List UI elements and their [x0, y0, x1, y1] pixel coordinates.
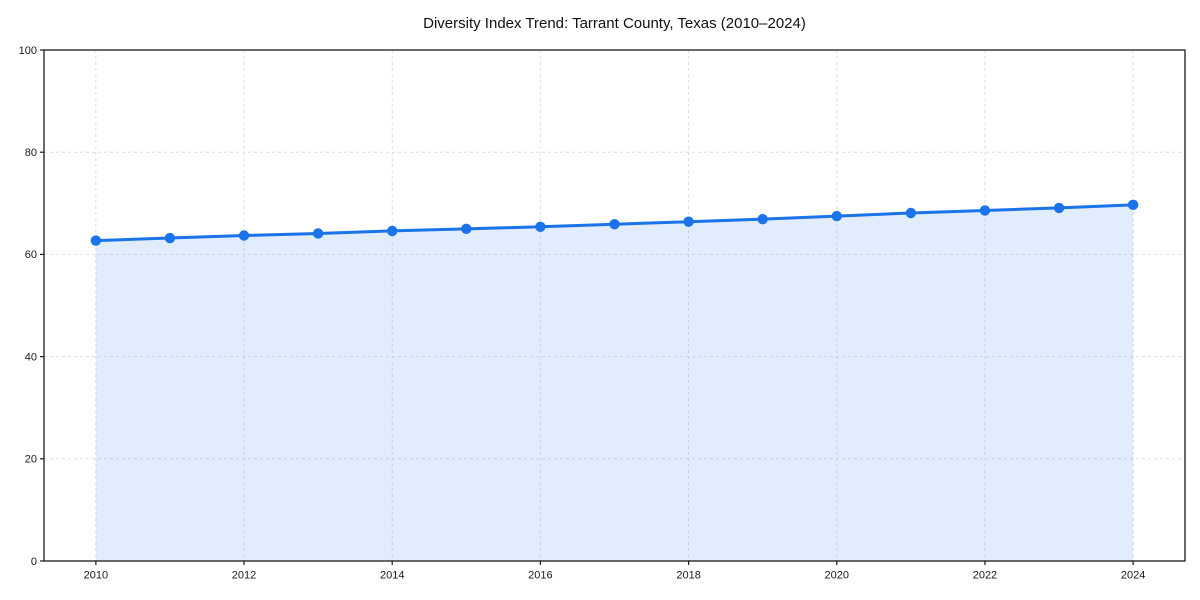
data-point — [1053, 202, 1065, 214]
data-point — [757, 213, 768, 225]
data-point — [90, 235, 102, 246]
y-tick-label: 40 — [25, 351, 37, 363]
data-point — [535, 221, 546, 233]
y-tick-label: 100 — [19, 45, 37, 57]
y-tick-label: 20 — [25, 454, 37, 466]
x-tick-label: 2022 — [973, 570, 997, 582]
y-tick-label: 60 — [25, 249, 37, 261]
area-fill — [95, 204, 1134, 561]
x-tick-label: 2010 — [84, 570, 108, 582]
data-point — [164, 232, 176, 244]
data-point — [312, 228, 324, 239]
x-tick-label: 2014 — [380, 570, 404, 582]
data-point — [905, 207, 917, 219]
data-point — [683, 216, 694, 227]
data-point — [1127, 199, 1139, 211]
x-tick-label: 2020 — [825, 570, 849, 582]
y-tick-label: 0 — [31, 556, 37, 568]
data-point — [461, 223, 472, 235]
data-point — [609, 219, 620, 230]
chart-title: Diversity Index Trend: Tarrant County, T… — [423, 15, 806, 32]
data-point — [387, 225, 398, 237]
plot-border — [43, 49, 1186, 562]
data-point — [979, 205, 991, 216]
x-tick-label: 2024 — [1121, 570, 1145, 582]
data-point — [831, 210, 842, 222]
x-tick-label: 2012 — [232, 570, 256, 582]
data-point — [238, 230, 250, 241]
y-tick-label: 80 — [25, 147, 37, 159]
x-tick-label: 2018 — [676, 570, 700, 582]
x-tick-label: 2016 — [528, 570, 552, 582]
